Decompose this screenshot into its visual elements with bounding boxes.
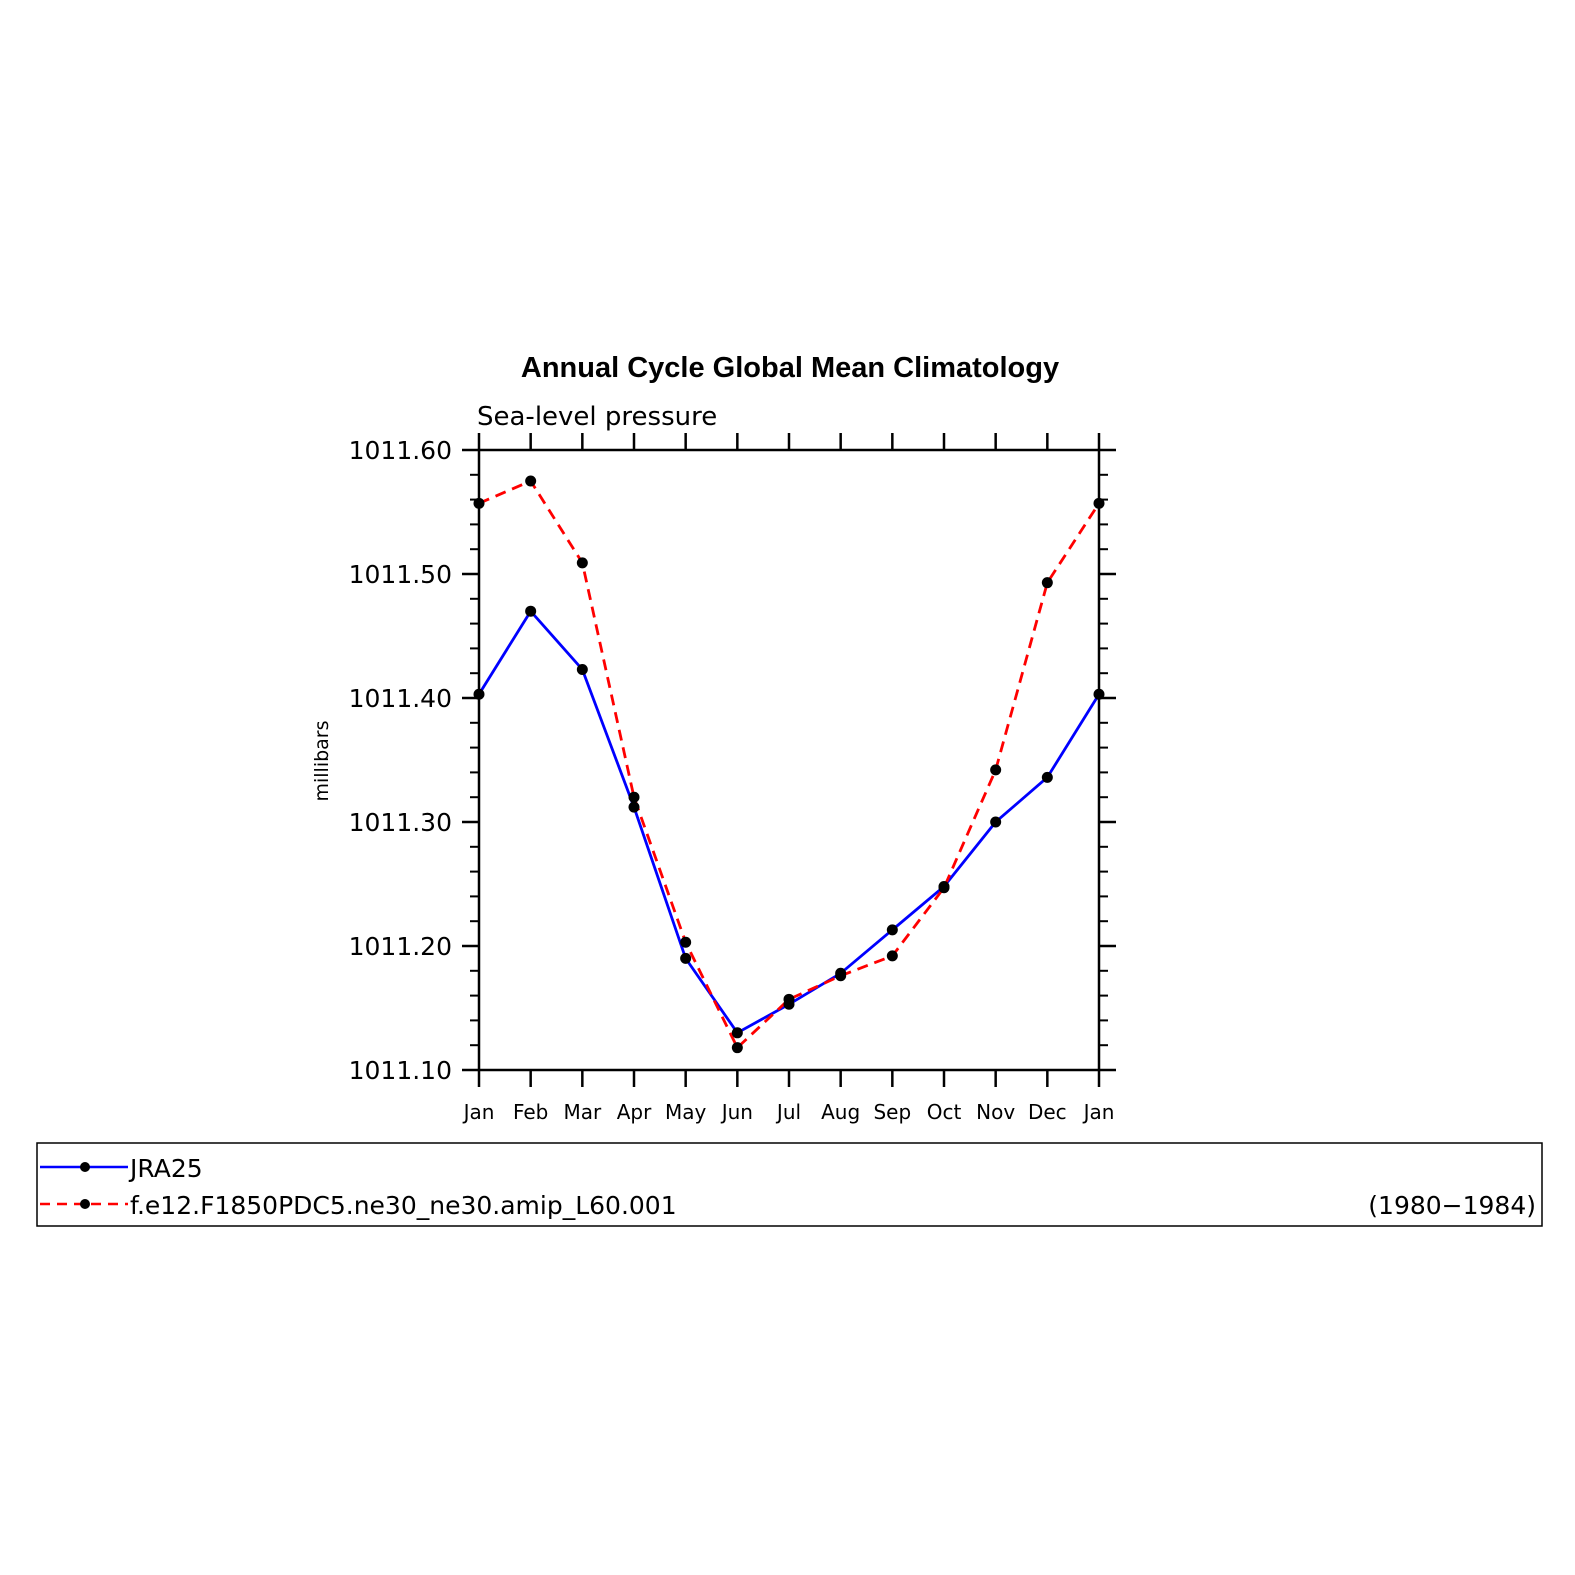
data-point xyxy=(1041,577,1053,589)
legend-label-jra25: JRA25 xyxy=(128,1154,203,1183)
series-markers xyxy=(473,475,1105,1054)
x-tick-label: Feb xyxy=(513,1100,548,1124)
chart-title: Annual Cycle Global Mean Climatology xyxy=(521,352,1059,384)
data-point xyxy=(680,936,692,948)
y-tick-label: 1011.40 xyxy=(349,684,452,713)
x-tick-label: Dec xyxy=(1028,1100,1067,1124)
data-point xyxy=(576,663,588,675)
data-point xyxy=(990,816,1002,828)
data-point xyxy=(1041,771,1053,783)
legend-marker-jra25 xyxy=(80,1162,90,1172)
x-tick-label: May xyxy=(665,1100,707,1124)
legend-box xyxy=(36,1142,1543,1227)
x-tick-label: Jun xyxy=(720,1100,753,1124)
axis-ticks xyxy=(462,433,1116,1087)
chart-subtitle: Sea-level pressure xyxy=(477,402,717,432)
data-point xyxy=(628,791,640,803)
x-tick-label: Mar xyxy=(563,1100,602,1124)
x-tick-label: Oct xyxy=(927,1100,962,1124)
data-point xyxy=(835,970,847,982)
series-line-1 xyxy=(478,479,1101,1050)
data-point xyxy=(576,557,588,569)
legend: JRA25 f.e12.F1850PDC5.ne30_ne30.amip_L60… xyxy=(36,1142,1543,1227)
data-point xyxy=(1093,688,1105,700)
x-tick-label: Jan xyxy=(462,1100,495,1124)
data-point xyxy=(525,605,537,617)
x-tick-label: Jan xyxy=(1082,1100,1115,1124)
data-point xyxy=(1093,497,1105,509)
y-tick-label: 1011.30 xyxy=(349,808,452,837)
data-point xyxy=(525,475,537,487)
x-tick-label: Nov xyxy=(976,1100,1015,1124)
x-tick-label: Sep xyxy=(873,1100,911,1124)
plot-frame xyxy=(477,448,1101,1072)
data-point xyxy=(731,1027,743,1039)
y-tick-label: 1011.60 xyxy=(349,436,452,465)
data-point xyxy=(473,497,485,509)
data-point xyxy=(938,882,950,894)
y-tick-label: 1011.20 xyxy=(349,932,452,961)
data-point xyxy=(783,993,795,1005)
series-lines xyxy=(477,479,1101,1050)
data-point xyxy=(886,950,898,962)
legend-marker-model xyxy=(80,1199,90,1209)
legend-year-range: (1980−1984) xyxy=(1368,1191,1536,1220)
legend-label-model: f.e12.F1850PDC5.ne30_ne30.amip_L60.001 xyxy=(130,1191,677,1220)
series-line-0 xyxy=(477,608,1101,1035)
y-tick-label: 1011.50 xyxy=(349,560,452,589)
data-point xyxy=(628,801,640,813)
y-axis-label: millibars xyxy=(311,720,333,801)
data-point xyxy=(731,1042,743,1054)
x-tick-label: Jul xyxy=(775,1100,801,1124)
data-point xyxy=(886,924,898,936)
data-point xyxy=(473,688,485,700)
x-tick-label: Apr xyxy=(617,1100,652,1124)
data-point xyxy=(680,952,692,964)
data-point xyxy=(990,764,1002,776)
x-tick-label: Aug xyxy=(821,1100,860,1124)
y-tick-label: 1011.10 xyxy=(349,1056,452,1085)
axis-tick-labels: Jan Feb Mar Apr May Jun Jul Aug Sep Oct Nov Dec Jan 1… xyxy=(349,436,1115,1124)
